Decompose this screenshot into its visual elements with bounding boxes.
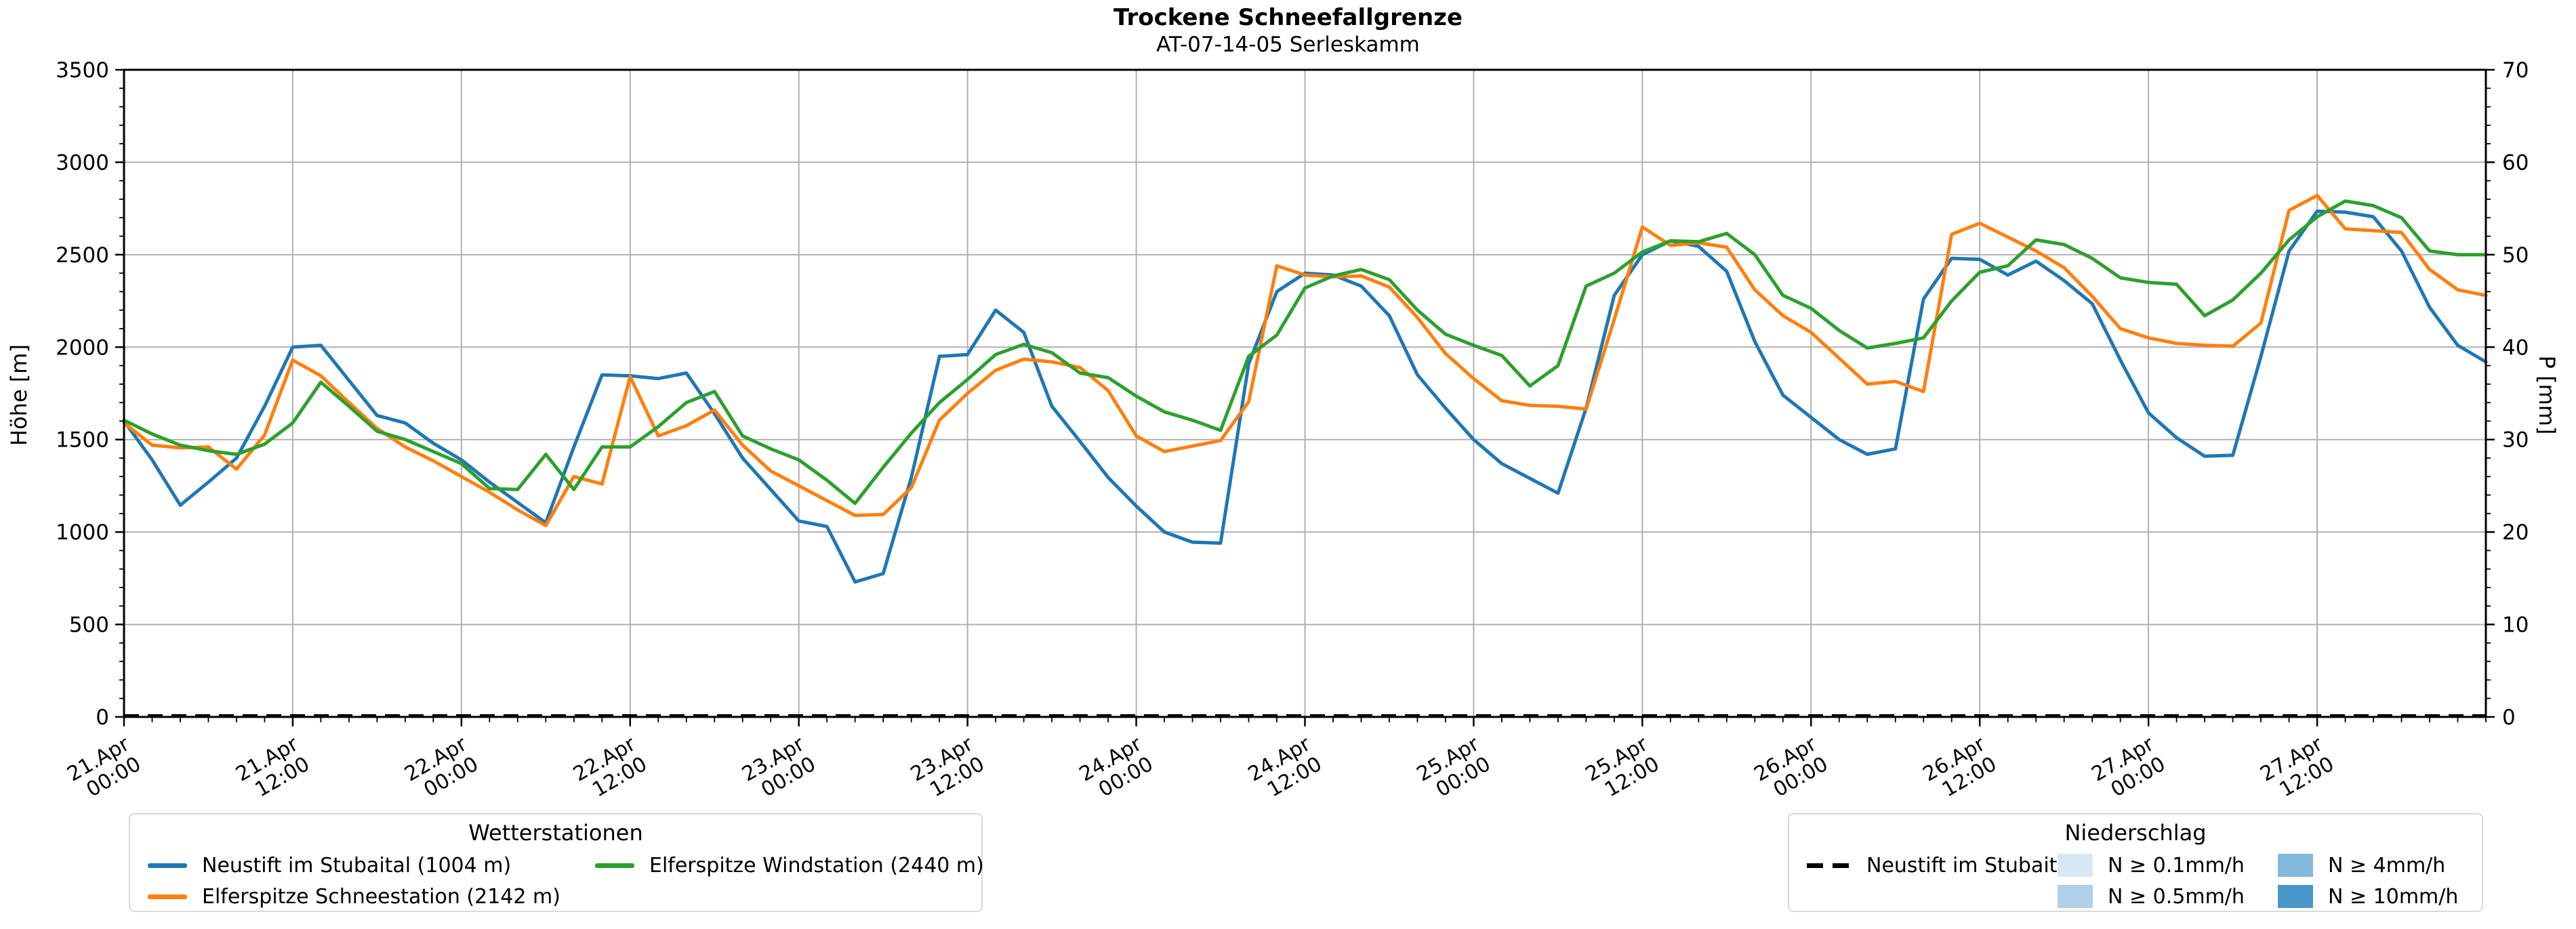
y-tick-label-right: 10	[2502, 613, 2529, 638]
legend-patch-swatch	[2058, 885, 2093, 908]
y-tick-label-right: 20	[2502, 520, 2529, 545]
x-tick-label-text: 25.Apr00:00	[1413, 732, 1495, 806]
x-tick-label: 27.Apr00:00	[2087, 732, 2169, 806]
y-tick-label-left: 2000	[56, 335, 109, 360]
y-tick-label-left: 3000	[56, 150, 109, 175]
legend-item-precip-line: Neustift im Stubaital	[1789, 850, 2075, 881]
legend-item-label: N ≥ 0.1mm/h	[2108, 853, 2245, 878]
legend-item-precip-patch: N ≥ 4mm/h	[2260, 850, 2477, 881]
y-tick-label-right: 70	[2502, 58, 2529, 83]
x-tick-label-text: 22.Apr12:00	[569, 732, 651, 806]
x-tick-label-text: 22.Apr00:00	[401, 732, 483, 806]
x-tick-label-text: 24.Apr12:00	[1244, 732, 1326, 806]
legend-item-label: Elferspitze Schneestation (2142 m)	[202, 884, 560, 909]
x-tick-label: 27.Apr12:00	[2256, 732, 2338, 806]
legend-spacer	[1789, 881, 2040, 912]
legend-niederschlag-title: Niederschlag	[2064, 820, 2207, 846]
x-tick-label-text: 23.Apr12:00	[907, 732, 989, 806]
x-tick-label-text: 26.Apr12:00	[1919, 732, 2001, 806]
y-tick-label-left: 2500	[56, 243, 109, 268]
y-tick-label-left: 1000	[56, 520, 109, 545]
y-tick-label-right: 40	[2502, 335, 2529, 360]
legend-patch-swatch	[2278, 885, 2313, 908]
legend-item-label: N ≥ 10mm/h	[2328, 884, 2459, 909]
x-tick-label-text: 26.Apr00:00	[1751, 732, 1833, 806]
legend-wetterstationen-items: Neustift im Stubaital (1004 m) Elferspitz…	[130, 850, 984, 912]
x-tick-label: 22.Apr00:00	[401, 732, 483, 806]
x-tick-label: 25.Apr12:00	[1582, 732, 1664, 806]
legend-item-precip-patch: N ≥ 10mm/h	[2260, 881, 2477, 912]
y-tick-label-left: 500	[69, 613, 109, 638]
x-tick-label-text: 27.Apr00:00	[2087, 732, 2169, 806]
y-tick-label-left: 1500	[56, 428, 109, 453]
legend-item-station: Elferspitze Schneestation (2142 m)	[130, 881, 577, 912]
legend-wetterstationen: Wetterstationen Neustift im Stubaital (1…	[129, 813, 984, 912]
legend-item-station: Elferspitze Windstation (2440 m)	[577, 850, 984, 881]
legend-item-label: Neustift im Stubaital (1004 m)	[202, 853, 512, 878]
x-tick-label-text: 23.Apr00:00	[738, 732, 820, 806]
y-tick-label-right: 50	[2502, 243, 2529, 268]
legend-wetterstationen-title: Wetterstationen	[468, 820, 643, 846]
x-tick-label: 23.Apr00:00	[738, 732, 820, 806]
x-tick-label: 25.Apr00:00	[1413, 732, 1495, 806]
x-tick-label: 24.Apr12:00	[1244, 732, 1326, 806]
legend-niederschlag: Niederschlag Neustift im Stubaital N ≥ 0.…	[1788, 813, 2483, 912]
series-line	[122, 199, 2488, 505]
chart-title: Trockene Schneefallgrenze	[1113, 4, 1463, 31]
x-tick-label: 22.Apr12:00	[569, 732, 651, 806]
x-tick-label: 24.Apr00:00	[1076, 732, 1158, 806]
legend-item-precip-patch: N ≥ 0.1mm/h	[2040, 850, 2260, 881]
legend-item-label: Elferspitze Windstation (2440 m)	[649, 853, 984, 878]
x-tick-label: 21.Apr00:00	[63, 732, 145, 806]
legend-item-precip-patch: N ≥ 0.5mm/h	[2040, 881, 2260, 912]
x-tick-label-text: 24.Apr00:00	[1076, 732, 1158, 806]
y-tick-label-right: 0	[2502, 705, 2516, 730]
legend-patch-swatch	[2278, 854, 2313, 877]
legend-item-label: N ≥ 0.5mm/h	[2108, 884, 2245, 909]
legend-dashed-line-swatch	[1807, 863, 1852, 868]
legend-item-label: N ≥ 4mm/h	[2328, 853, 2446, 878]
legend-line-swatch	[595, 863, 634, 868]
series-line	[122, 209, 2488, 584]
legend-line-swatch	[148, 894, 187, 899]
legend-line-swatch	[148, 863, 187, 868]
y-tick-label-left: 0	[96, 705, 109, 730]
series-line	[122, 194, 2488, 528]
legend-item-label: Neustift im Stubaital	[1866, 853, 2076, 878]
chart-subtitle: AT-07-14-05 Serleskamm	[1156, 33, 1420, 57]
y-tick-label-left: 3500	[56, 58, 109, 83]
legend-niederschlag-items: Neustift im Stubaital N ≥ 0.1mm/h N ≥ 0.5m…	[1789, 850, 2482, 912]
x-tick-label: 21.Apr12:00	[232, 732, 314, 806]
x-tick-label-text: 21.Apr00:00	[63, 732, 145, 806]
y-tick-label-right: 60	[2502, 150, 2529, 175]
x-tick-label: 23.Apr12:00	[907, 732, 989, 806]
x-tick-label-text: 27.Apr12:00	[2256, 732, 2338, 806]
legend-item-station: Neustift im Stubaital (1004 m)	[130, 850, 577, 881]
y-tick-label-right: 30	[2502, 428, 2529, 453]
x-tick-label: 26.Apr00:00	[1751, 732, 1833, 806]
legend-patch-swatch	[2058, 854, 2093, 877]
x-tick-label: 26.Apr12:00	[1919, 732, 2001, 806]
x-tick-label-text: 25.Apr12:00	[1582, 732, 1664, 806]
x-tick-label-text: 21.Apr12:00	[232, 732, 314, 806]
